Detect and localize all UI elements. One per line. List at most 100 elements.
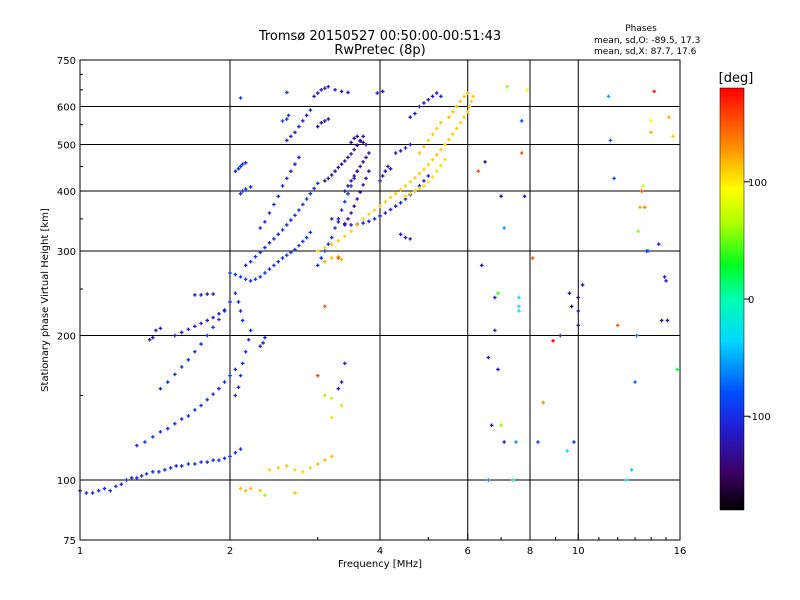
data-point [222,456,227,461]
data-point [408,142,413,147]
data-point [383,211,388,215]
data-point [349,211,353,215]
data-point [263,220,267,224]
data-point [636,229,641,233]
data-point [308,191,313,196]
data-point [643,205,647,210]
data-point [378,214,382,218]
data-point [439,94,443,99]
data-point [158,326,163,331]
x-tick-label: 6 [465,546,471,557]
data-point [158,430,163,434]
data-point [608,138,613,143]
data-point [364,155,368,160]
data-point [186,358,191,362]
data-point [403,146,408,150]
data-point [352,174,356,178]
data-point [349,229,353,233]
data-point [238,486,243,491]
data-point [375,91,380,95]
data-point [413,176,417,180]
data-point [530,256,535,260]
data-point [333,88,337,92]
data-point [469,99,474,104]
data-point [258,250,263,255]
data-point [493,295,497,300]
data-point [308,466,313,470]
data-point [462,94,466,99]
colorbar-ticks: 100 0 -100 [744,178,771,423]
data-point [193,349,197,354]
data-point [339,257,344,262]
y-axis-ticks: 75 100 200 300 400 500 600 750 [57,56,86,547]
data-point [408,191,413,196]
data-point [222,308,227,312]
data-point [502,226,506,230]
data-point [646,249,650,253]
data-point [649,130,653,135]
data-point [339,403,344,408]
data-point [439,163,443,168]
data-point [173,333,177,338]
data-point [443,157,447,162]
data-point [323,245,327,250]
data-point [233,169,238,173]
data-point [217,311,221,316]
data-point [343,361,347,366]
data-point [293,162,297,166]
data-point [284,90,289,95]
data-point [349,140,353,145]
data-point [662,275,667,279]
data-point [649,119,653,123]
data-point [263,271,267,275]
data-point [565,449,569,453]
data-point [430,175,435,179]
data-point [383,199,388,204]
data-point [272,237,276,241]
data-point [343,221,347,226]
data-point [336,165,341,170]
data-point [228,454,232,459]
data-point [426,97,431,102]
data-point [289,134,293,139]
data-point [343,159,347,163]
data-point [272,202,276,207]
data-point [284,138,289,143]
data-point [205,318,209,323]
data-point [301,119,305,123]
y-tick-label: 200 [57,332,76,343]
data-point [217,458,221,462]
data-point [329,415,334,420]
data-point [652,89,656,94]
data-point [238,164,243,169]
data-point [186,462,191,466]
data-point [315,124,320,129]
data-point [458,120,463,125]
data-point [272,263,276,268]
data-point [434,91,439,95]
data-point [301,202,305,207]
data-point [315,249,320,253]
data-point [315,181,320,186]
data-point [398,232,403,237]
data-point [233,367,238,372]
data-point [367,219,371,224]
data-point [297,208,301,212]
data-point [558,333,563,338]
data-point [304,197,309,201]
x-tick-label: 2 [227,546,233,557]
data-point [114,484,118,489]
data-point [349,152,353,156]
y-tick-label: 75 [63,536,76,547]
data-point [447,137,451,142]
data-point [179,417,184,421]
data-points [78,84,680,497]
data-point [151,470,155,474]
data-point [243,161,248,165]
data-point [267,468,272,472]
data-point [312,94,316,99]
data-point [606,94,611,99]
data-point [339,380,344,384]
data-point [263,245,267,250]
stats-line-x: mean, sd,X: 87.7, 17.6 [594,47,697,57]
